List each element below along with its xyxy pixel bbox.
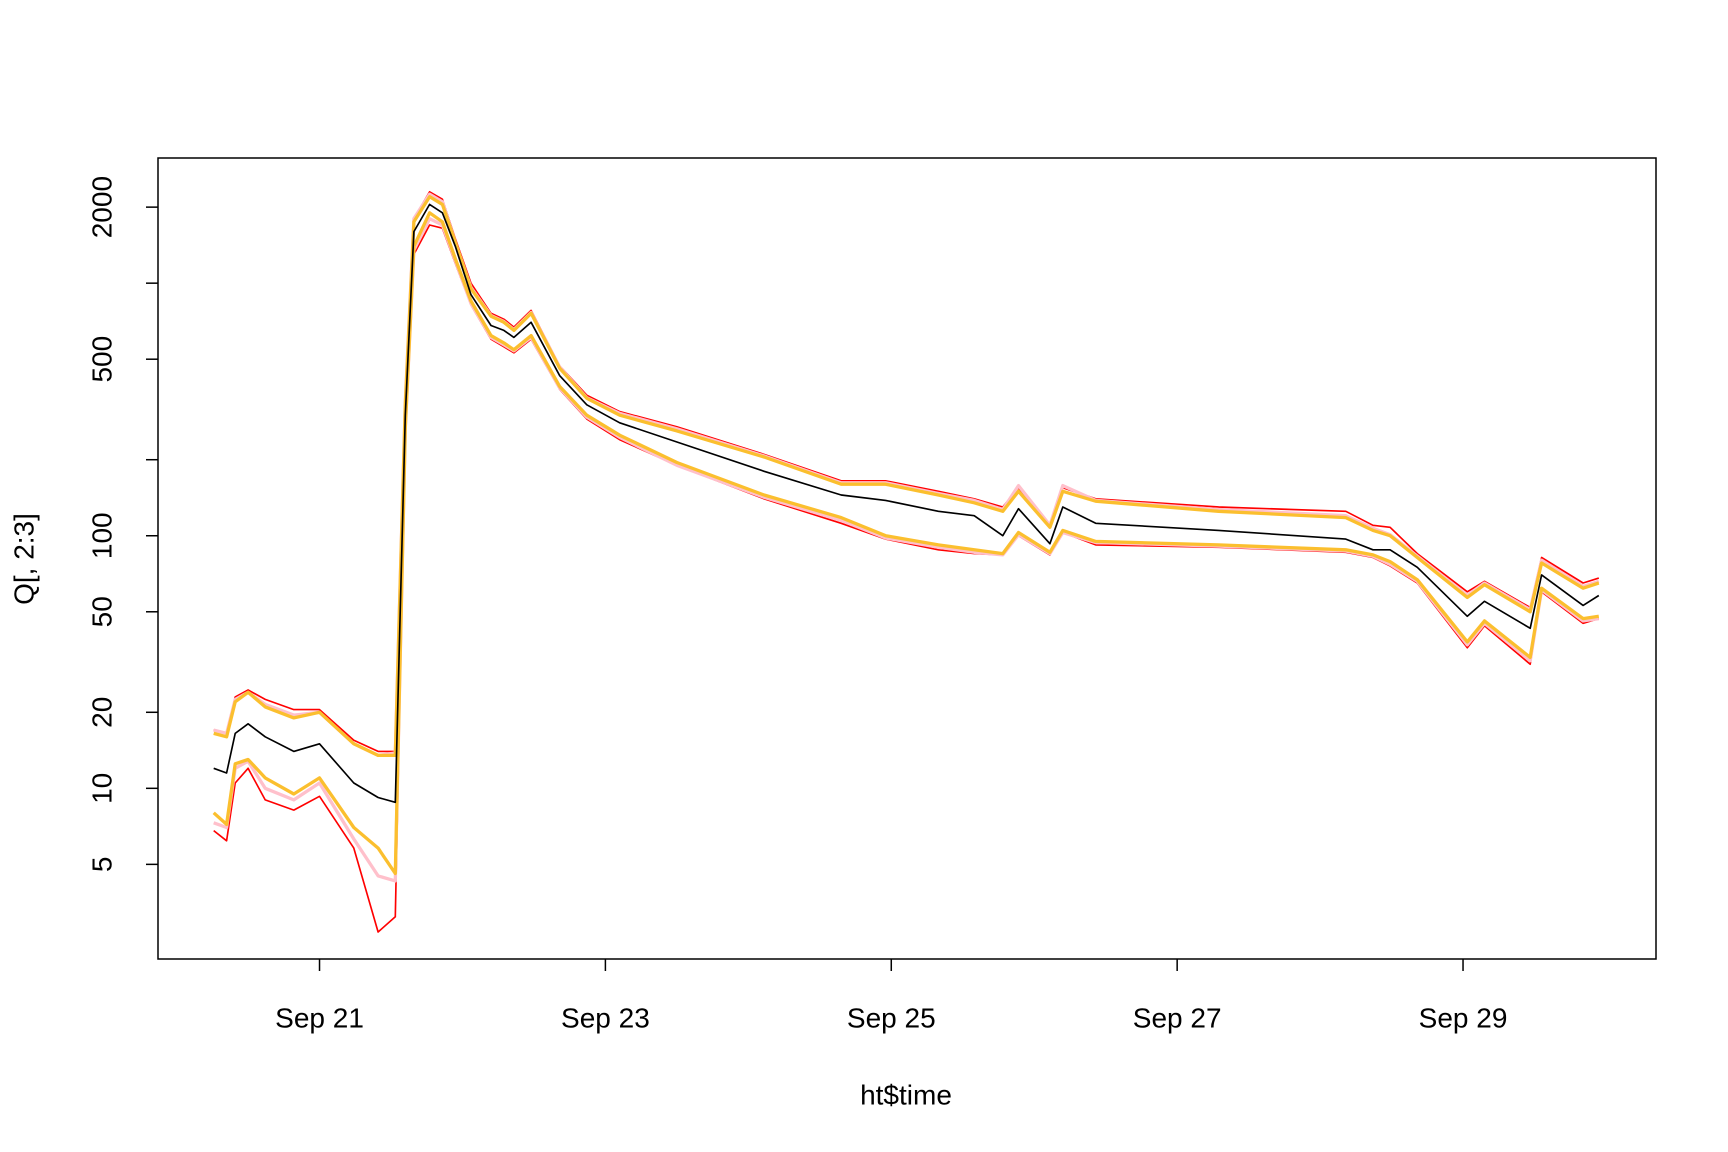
series-line <box>213 217 1600 883</box>
y-tick-label: 2000 <box>86 176 117 238</box>
y-tick-label: 50 <box>86 596 117 627</box>
x-tick-label: Sep 27 <box>1133 1002 1222 1033</box>
series-line <box>213 195 1600 758</box>
y-tick-label: 100 <box>86 512 117 559</box>
x-tick-label: Sep 21 <box>275 1002 364 1033</box>
y-axis-label: Q[, 2:3] <box>8 513 39 605</box>
y-tick-label: 5 <box>86 857 117 873</box>
series-line <box>213 192 1600 758</box>
series-line <box>213 190 1600 753</box>
x-axis-label: ht$time <box>860 1079 952 1110</box>
series-line <box>213 224 1600 933</box>
series-line <box>212 211 1600 876</box>
series-line <box>213 203 1600 804</box>
x-tick-label: Sep 25 <box>847 1002 936 1033</box>
plot-frame <box>157 157 1657 960</box>
y-tick-label: 500 <box>86 336 117 383</box>
x-tick-label: Sep 29 <box>1419 1002 1508 1033</box>
x-tick-label: Sep 23 <box>561 1002 650 1033</box>
y-tick-label: 10 <box>86 773 117 804</box>
y-tick-label: 20 <box>86 697 117 728</box>
